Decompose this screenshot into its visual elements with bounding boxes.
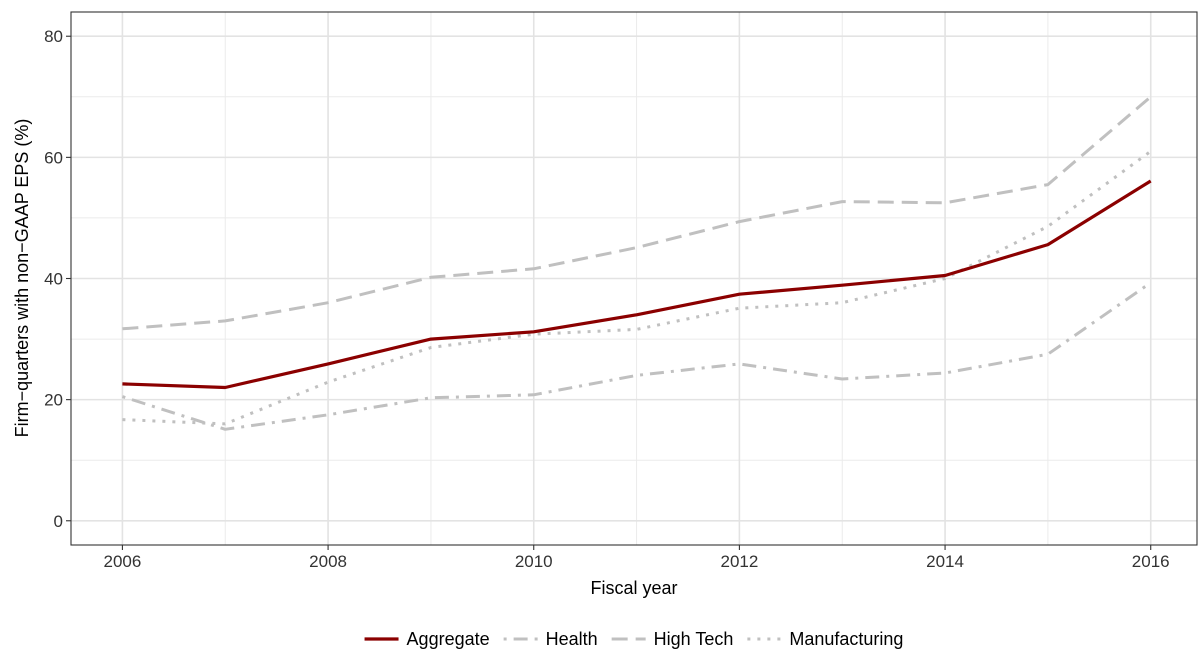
legend-label-high-tech: High Tech xyxy=(654,629,734,649)
legend-label-health: Health xyxy=(546,629,598,649)
x-axis-ticks: 2006 2008 2010 2012 2014 2016 xyxy=(104,545,1170,571)
x-tick-label: 2016 xyxy=(1132,552,1170,571)
y-axis-ticks: 0 20 40 60 80 xyxy=(44,27,71,531)
x-tick-label: 2006 xyxy=(104,552,142,571)
series-line-manufacturing xyxy=(122,150,1152,426)
y-tick-label: 20 xyxy=(44,391,63,410)
y-tick-label: 60 xyxy=(44,148,63,167)
series-line-high-tech xyxy=(122,95,1152,331)
series-line-aggregate xyxy=(122,179,1152,390)
x-tick-label: 2014 xyxy=(926,552,964,571)
x-tick-label: 2010 xyxy=(515,552,553,571)
x-axis-title: Fiscal year xyxy=(590,578,677,598)
series-line-health xyxy=(121,281,1152,431)
legend-label-manufacturing: Manufacturing xyxy=(789,629,903,649)
y-tick-label: 80 xyxy=(44,27,63,46)
x-tick-label: 2012 xyxy=(720,552,758,571)
series-lines xyxy=(121,95,1152,431)
y-tick-label: 0 xyxy=(54,512,63,531)
x-tick-label: 2008 xyxy=(309,552,347,571)
y-tick-label: 40 xyxy=(44,270,63,289)
legend: Aggregate Health High Tech Manufacturing xyxy=(364,629,903,649)
major-gridlines xyxy=(71,12,1197,545)
y-axis-title: Firm−quarters with non−GAAP EPS (%) xyxy=(12,119,32,438)
legend-label-aggregate: Aggregate xyxy=(407,629,490,649)
